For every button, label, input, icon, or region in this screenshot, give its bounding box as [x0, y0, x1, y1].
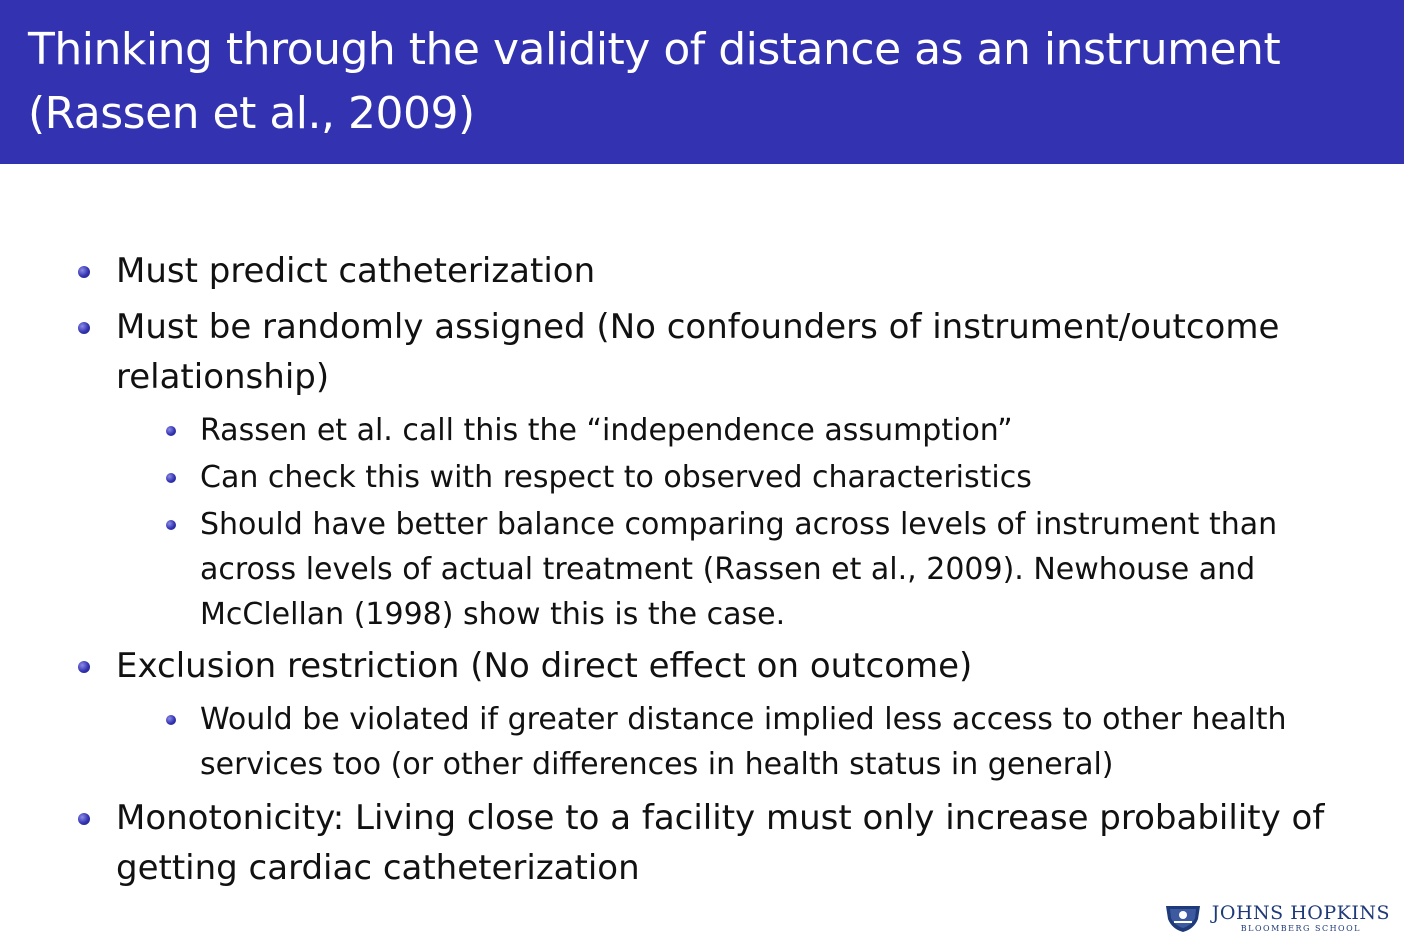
bullet-icon: [78, 813, 90, 825]
logo-sub-text: BLOOMBERG SCHOOL: [1240, 924, 1361, 933]
bullet-list: Must predict catheterization Must be ran…: [0, 246, 1404, 893]
bullet-text: Must be randomly assigned (No confounder…: [116, 307, 1280, 397]
title-bar: Thinking through the validity of distanc…: [0, 0, 1404, 164]
sub-bullet-icon: [166, 473, 176, 483]
sub-bullet-list: Would be violated if greater distance im…: [0, 697, 1404, 787]
sub-bullet-item: Rassen et al. call this the “independenc…: [0, 408, 1404, 453]
bullet-icon: [78, 322, 90, 334]
bullet-item: Monotonicity: Living close to a facility…: [0, 793, 1404, 893]
bullet-icon: [78, 661, 90, 673]
sub-bullet-text: Would be violated if greater distance im…: [200, 702, 1287, 782]
bullet-text: Must predict catheterization: [116, 251, 596, 291]
slide-content: Must predict catheterization Must be ran…: [0, 246, 1404, 899]
shield-icon: [1165, 906, 1200, 932]
sub-bullet-text: Can check this with respect to observed …: [200, 460, 1032, 495]
bullet-item: Must predict catheterization: [0, 246, 1404, 296]
sub-bullet-item: Can check this with respect to observed …: [0, 455, 1404, 500]
logo-main-text: JOHNS HOPKINS: [1211, 902, 1390, 924]
johns-hopkins-logo: JOHNS HOPKINS BLOOMBERG SCHOOL: [1162, 902, 1390, 934]
slide-title-line-1: Thinking through the validity of distanc…: [28, 24, 1281, 75]
bullet-item: Exclusion restriction (No direct effect …: [0, 641, 1404, 691]
sub-bullet-item: Would be violated if greater distance im…: [0, 697, 1404, 787]
bullet-text: Exclusion restriction (No direct effect …: [116, 646, 973, 686]
sub-bullet-icon: [166, 520, 176, 530]
bullet-icon: [78, 266, 90, 278]
sub-bullet-text: Rassen et al. call this the “independenc…: [200, 413, 1013, 448]
sub-bullet-text: Should have better balance comparing acr…: [200, 507, 1278, 632]
bullet-item: Must be randomly assigned (No confounder…: [0, 302, 1404, 402]
sub-bullet-icon: [166, 715, 176, 725]
sub-bullet-list: Rassen et al. call this the “independenc…: [0, 408, 1404, 637]
sub-bullet-item: Should have better balance comparing acr…: [0, 502, 1404, 637]
sub-bullet-icon: [166, 426, 176, 436]
bullet-text: Monotonicity: Living close to a facility…: [116, 798, 1325, 888]
slide-title-line-2: (Rassen et al., 2009): [28, 88, 475, 139]
